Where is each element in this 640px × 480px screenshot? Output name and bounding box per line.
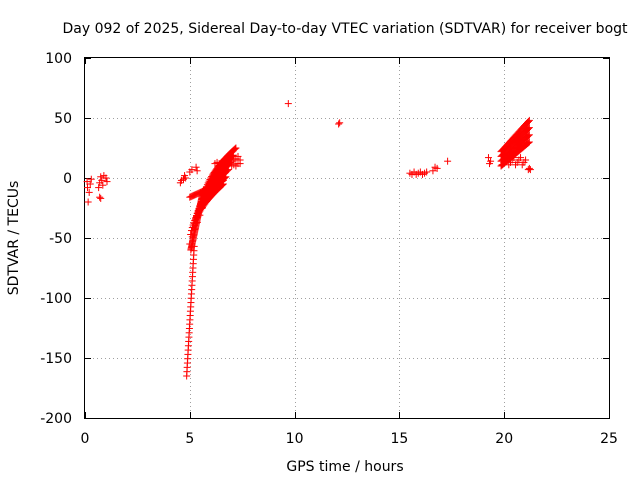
data-point [433,164,441,172]
data-point [188,233,196,241]
data-point [429,167,437,175]
data-point [335,120,343,128]
data-point [98,176,106,184]
data-point [336,119,344,127]
x-tick-label: 20 [495,431,513,447]
y-tick-label: 50 [54,111,72,127]
y-tick-label: -50 [49,231,72,247]
x-axis-label: GPS time / hours [286,459,403,475]
data-point [423,168,431,176]
data-point [186,240,194,248]
data-point [190,219,198,227]
axis-ticks [85,58,610,419]
data-point [198,204,206,212]
data-point [484,154,492,162]
data-point [205,177,213,185]
x-tick-label: 5 [185,431,194,447]
x-tick-label: 10 [286,431,304,447]
data-point [187,227,195,235]
data-points [83,100,534,380]
x-tick-label: 15 [390,431,408,447]
data-point [188,166,196,174]
data-point [96,193,104,201]
data-point [198,198,206,206]
data-point [196,211,204,219]
data-point [193,167,201,175]
data-point [193,218,201,226]
data-point [218,177,226,185]
data-point [510,154,518,162]
data-point [525,131,533,139]
chart-title: Day 092 of 2025, Sidereal Day-to-day VTE… [62,21,628,37]
plot-frame [84,57,610,419]
data-point [207,174,215,182]
data-point [87,175,95,183]
data-point [525,164,533,172]
y-tick-label: -200 [40,411,72,427]
data-point [99,181,107,189]
data-point [218,178,226,186]
y-tick-label: 0 [63,171,72,187]
data-point [503,154,511,162]
data-point [97,194,105,202]
data-point [444,157,452,165]
data-point [526,166,534,174]
data-point [232,144,240,152]
data-point [199,195,207,203]
data-point [102,174,110,182]
data-point [487,157,495,165]
data-point [95,184,103,192]
data-point [284,100,292,108]
data-point [524,125,532,133]
data-point [192,163,200,171]
data-point [85,188,93,196]
data-point [231,145,239,153]
data-point [230,146,238,154]
data-point [86,180,94,188]
x-tick-label: 0 [81,431,90,447]
data-point [219,176,227,184]
data-point [234,152,242,160]
data-point [525,124,533,132]
y-tick-label: -150 [40,351,72,367]
x-tick-labels: 0 5 10 15 20 25 [81,431,618,447]
y-tick-labels: -200 -150 -100 -50 0 50 100 [40,51,72,427]
data-point [84,198,92,206]
data-point [103,178,111,186]
x-tick-label: 25 [600,431,618,447]
y-axis-label: SDTVAR / TECUs [6,181,22,296]
data-point [191,226,199,234]
data-point [195,205,203,213]
data-point [221,161,229,169]
data-point [524,132,532,140]
grid-lines [85,58,609,418]
data-point [193,212,201,220]
data-point [236,160,244,168]
y-tick-label: 100 [45,51,72,67]
data-point [182,174,190,182]
data-point [525,116,533,124]
data-point [524,117,532,125]
data-point [517,154,525,162]
data-point [522,156,530,164]
data-point [524,139,532,147]
data-point [84,184,92,192]
data-point [525,138,533,146]
y-tick-label: -100 [40,291,72,307]
data-point [206,176,214,184]
data-point [97,173,105,181]
